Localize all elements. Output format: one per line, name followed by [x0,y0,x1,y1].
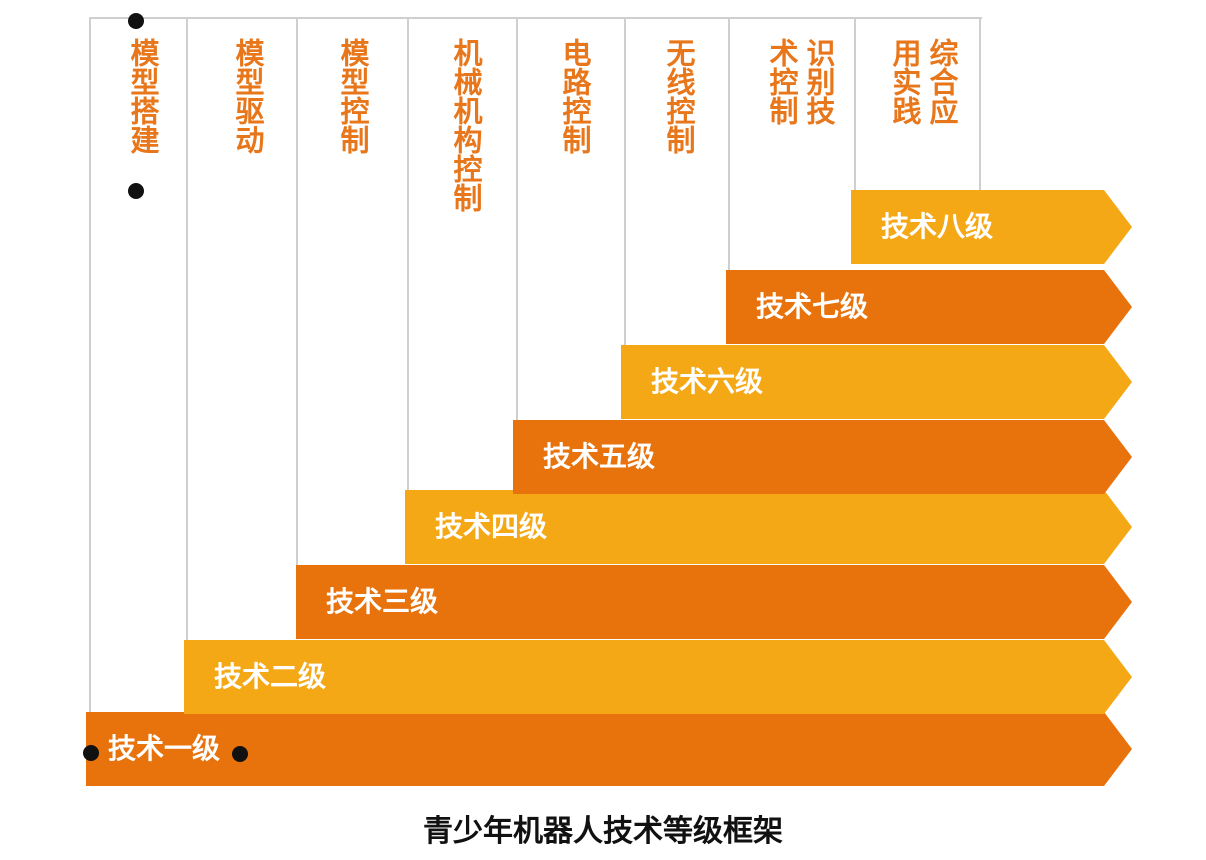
level-bar-label: 技术二级 [214,660,327,693]
column-divider-line [186,18,188,640]
column-divider-line [516,18,518,420]
level-bar: 技术二级 [184,640,1132,714]
level-bar-label: 技术六级 [651,365,764,398]
column-label: 模型搭建 [126,38,160,154]
level-bar-shape [86,712,1132,786]
level-bar: 技术一级 [86,712,1132,786]
level-bar-arrow [851,190,1132,264]
column-divider-line [296,18,298,565]
level-bar-label: 技术四级 [435,510,548,543]
column-label: 模型驱动 [231,38,265,154]
column-divider-line [854,18,856,190]
level-bar-shape [184,640,1132,714]
column-divider-line [728,18,730,270]
column-label: 综合应用实践 [888,38,959,125]
level-bar: 技术四级 [405,490,1132,564]
marker-dot [83,745,99,761]
level-bar-arrow [405,490,1132,564]
level-bar-arrow [86,712,1132,786]
level-bar: 技术八级 [851,190,1132,264]
column-label: 机械机构控制 [449,38,483,212]
level-bar-arrow [184,640,1132,714]
level-bar-arrow [513,420,1132,494]
column-divider-line [407,18,409,490]
level-bar-label: 技术五级 [543,440,656,473]
column-divider-line [89,18,91,712]
column-label: 模型控制 [336,38,370,154]
marker-dot [232,746,248,762]
marker-dot [128,13,144,29]
column-divider-line [979,18,981,190]
level-bar: 技术七级 [726,270,1132,344]
level-bar-label: 技术七级 [756,290,869,323]
level-bar: 技术六级 [621,345,1132,419]
column-label: 识别技术控制 [765,38,836,125]
level-bar-arrow [296,565,1132,639]
column-divider-line [624,18,626,345]
level-bar-shape [621,345,1132,419]
marker-dot [128,183,144,199]
level-bar-shape [851,190,1132,264]
column-label: 电路控制 [558,38,592,154]
level-bar: 技术五级 [513,420,1132,494]
diagram-caption: 青少年机器人技术等级框架 [423,814,783,849]
top-border-line [89,17,982,19]
level-bar-label: 技术一级 [108,732,221,765]
column-label: 无线控制 [662,38,696,154]
level-bar-label: 技术八级 [881,210,994,243]
level-bar-shape [405,490,1132,564]
level-bar-arrow [621,345,1132,419]
level-bar-shape [296,565,1132,639]
level-bar-label: 技术三级 [326,585,439,618]
level-bar-shape [726,270,1132,344]
level-bar: 技术三级 [296,565,1132,639]
level-bar-arrow [726,270,1132,344]
level-bar-shape [513,420,1132,494]
